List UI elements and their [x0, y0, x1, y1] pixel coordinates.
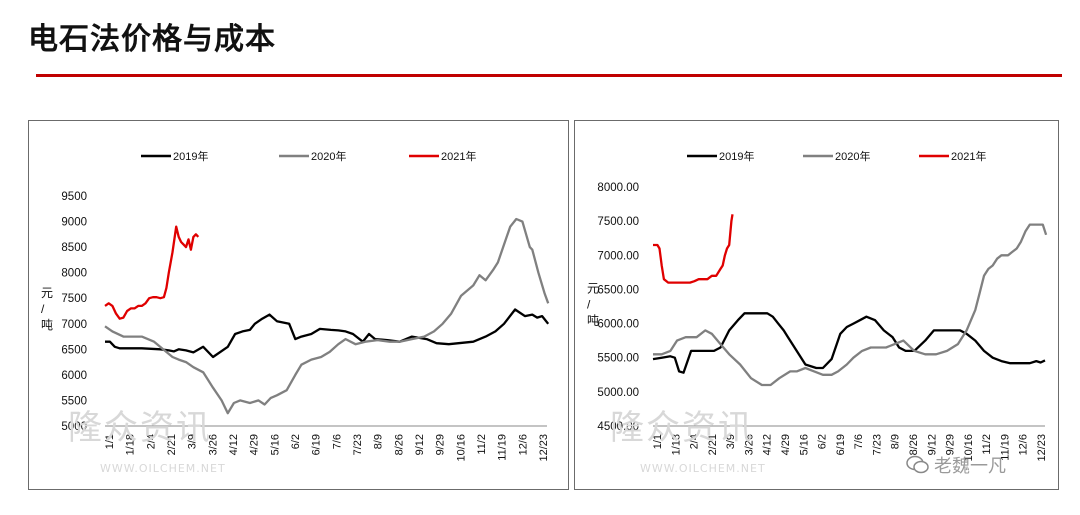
x-tick-label: 3/9	[187, 434, 199, 449]
legend-label-2: 2021年	[951, 149, 986, 163]
series-line-0	[105, 308, 550, 359]
x-tick-label: 5/16	[798, 434, 810, 455]
legend-label-2: 2021年	[441, 149, 476, 163]
x-tick-label: 6/19	[311, 434, 323, 455]
legend-item-0: 2019年	[687, 149, 754, 163]
y-axis-label-char: /	[587, 298, 591, 312]
x-tick-label: 5/16	[269, 434, 281, 455]
series-line-0	[652, 312, 1046, 374]
series-line-2	[653, 214, 734, 284]
x-tick-label: 2/21	[707, 434, 719, 455]
x-tick-label: 10/16	[963, 434, 975, 462]
y-axis-label-char: 元	[587, 282, 599, 296]
y-tick-label: 7500.00	[597, 216, 639, 228]
y-tick-label: 9500	[61, 191, 87, 203]
x-tick-label: 3/26	[743, 434, 755, 455]
x-tick-label: 2/21	[166, 434, 178, 455]
watermark-brand-2: 隆众资讯	[610, 408, 754, 448]
y-tick-label: 8000	[61, 268, 87, 280]
legend-label-0: 2019年	[719, 149, 754, 163]
y-tick-label: 7500	[61, 293, 87, 305]
x-tick-label: 6/19	[835, 434, 847, 455]
x-tick-label: 11/2	[981, 434, 993, 455]
x-tick-label: 2/4	[145, 434, 157, 449]
x-tick-label: 11/19	[999, 434, 1011, 461]
legend-item-2: 2021年	[409, 149, 476, 163]
y-axis-label-char: 吨	[41, 318, 53, 332]
x-tick-label: 12/6	[517, 434, 529, 455]
legend-item-1: 2020年	[279, 149, 346, 163]
x-tick-label: 1/1	[652, 434, 664, 449]
x-tick-label: 6/2	[290, 434, 302, 449]
page-title: 电石法价格与成本	[28, 22, 276, 57]
x-tick-label: 8/9	[373, 434, 385, 449]
x-tick-label: 4/29	[780, 434, 792, 455]
y-axis-label-char: /	[41, 302, 45, 316]
series-line-1	[104, 217, 550, 415]
x-tick-label: 7/6	[853, 434, 865, 449]
y-tick-label: 5500	[61, 395, 87, 407]
y-tick-label: 7000	[61, 319, 87, 331]
y-tick-label: 8500	[61, 242, 87, 254]
y-tick-label: 6000	[61, 370, 87, 382]
x-tick-label: 9/12	[926, 434, 938, 455]
y-tick-label: 6500	[61, 344, 87, 356]
x-tick-label: 3/26	[207, 434, 219, 455]
x-tick-label: 9/12	[414, 434, 426, 455]
watermark-brand-1: 隆众资讯	[68, 408, 212, 448]
y-axis-label-char: 吨	[587, 314, 599, 328]
wechat-name: 老魏一凡	[934, 456, 1006, 477]
x-tick-label: 2/4	[689, 434, 701, 449]
y-tick-label: 5000	[61, 421, 87, 433]
y-tick-label: 8000.00	[597, 182, 639, 194]
x-tick-label: 12/6	[1018, 434, 1030, 455]
legend-item-1: 2020年	[803, 149, 870, 163]
legend-label-0: 2019年	[173, 149, 208, 163]
wechat-icon	[906, 455, 929, 474]
x-tick-label: 8/26	[393, 434, 405, 455]
x-tick-label: 12/23	[538, 434, 550, 462]
x-tick-label: 9/29	[435, 434, 447, 455]
y-tick-label: 6000.00	[597, 319, 639, 331]
x-tick-label: 4/12	[228, 434, 240, 455]
x-tick-label: 7/23	[871, 434, 883, 455]
series-line-1	[653, 223, 1048, 387]
legend-label-1: 2020年	[311, 149, 346, 163]
x-tick-label: 1/1	[104, 434, 116, 449]
x-tick-label: 12/23	[1036, 434, 1048, 462]
y-axis-label-char: 元	[41, 286, 53, 300]
x-tick-label: 8/9	[890, 434, 902, 449]
title-underline	[36, 74, 1062, 77]
x-tick-label: 4/12	[762, 434, 774, 455]
x-tick-label: 9/29	[945, 434, 957, 455]
y-tick-label: 6500.00	[597, 284, 639, 296]
y-tick-label: 5000.00	[597, 387, 639, 399]
watermark-url-2: WWW.OILCHEM.NET	[640, 462, 766, 475]
x-tick-label: 4/29	[249, 434, 261, 455]
x-tick-label: 8/26	[908, 434, 920, 455]
chart-panel-price: 2019年 2020年 2021年 9500 9000 8500 8000 7500 7000 6…	[28, 120, 569, 490]
x-tick-label: 10/16	[455, 434, 467, 462]
legend-label-1: 2020年	[835, 149, 870, 163]
chart-price-svg: 2019年 2020年 2021年 9500 9000 8500 8000 7500 7000 6…	[41, 149, 550, 462]
legend-item-0: 2019年	[141, 149, 208, 163]
y-tick-label: 4500.00	[597, 421, 639, 433]
x-tick-label: 1/18	[125, 434, 137, 455]
x-tick-label: 1/18	[670, 434, 682, 455]
legend-item-2: 2021年	[919, 149, 986, 163]
chart-cost-svg: 2019年 2020年 2021年 8000.00 7500.00 7000.00 6500…	[587, 149, 1048, 462]
x-tick-label: 7/6	[331, 434, 343, 449]
x-tick-label: 11/2	[476, 434, 488, 455]
x-tick-label: 7/23	[352, 434, 364, 455]
x-tick-label: 11/19	[497, 434, 509, 461]
y-tick-label: 5500.00	[597, 353, 639, 365]
wechat-badge: 老魏一凡	[906, 452, 1006, 478]
watermark-url-1: WWW.OILCHEM.NET	[100, 462, 226, 475]
x-tick-label: 6/2	[817, 434, 829, 449]
chart-panel-cost: 2019年 2020年 2021年 8000.00 7500.00 7000.00 6500…	[574, 120, 1059, 490]
y-tick-label: 7000.00	[597, 250, 639, 262]
x-tick-label: 3/9	[725, 434, 737, 449]
y-tick-label: 9000	[61, 217, 87, 229]
series-line-2	[104, 225, 200, 320]
